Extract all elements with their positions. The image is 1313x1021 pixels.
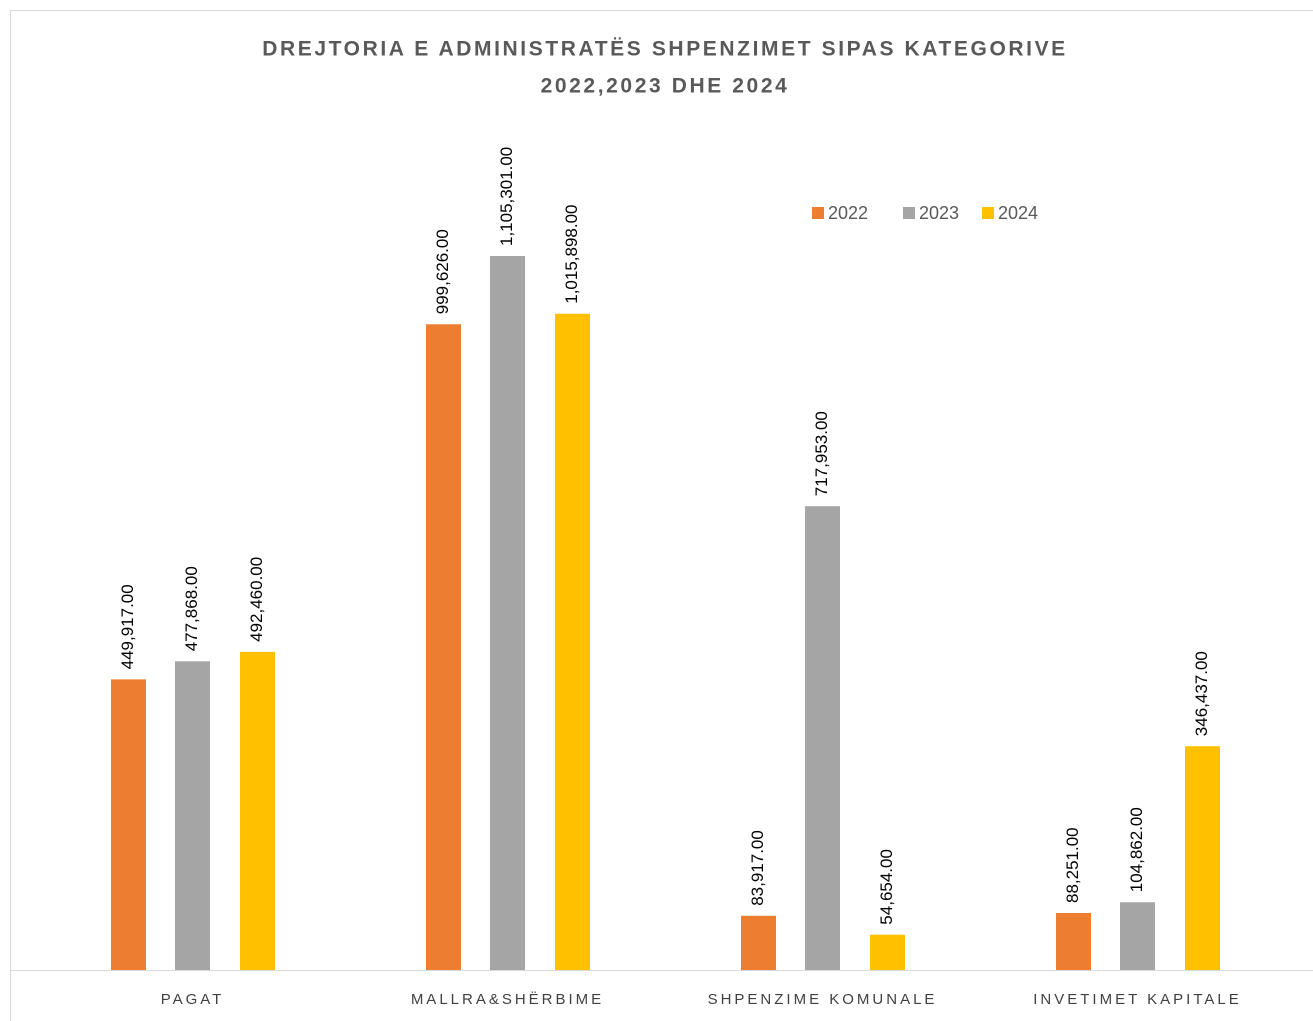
x-tick-label: INVETIMET KAPITALE xyxy=(1033,991,1241,1008)
bar xyxy=(111,679,146,970)
legend-swatch xyxy=(903,207,915,219)
data-label: 83,917.00 xyxy=(748,830,767,906)
data-label: 88,251.00 xyxy=(1063,827,1082,903)
x-tick-label: MALLRA&SHËRBIME xyxy=(411,991,604,1008)
legend-label: 2023 xyxy=(919,203,959,223)
bar xyxy=(1056,912,1091,970)
data-label: 717,953.00 xyxy=(812,411,831,496)
data-label: 1,015,898.00 xyxy=(562,204,581,303)
data-label: 346,437.00 xyxy=(1192,651,1211,736)
data-label: 492,460.00 xyxy=(247,557,266,642)
bar xyxy=(490,256,525,970)
legend-swatch xyxy=(982,207,994,219)
data-label: 999,626.00 xyxy=(433,229,452,314)
bar xyxy=(1185,746,1220,970)
legend-swatch xyxy=(812,207,824,219)
x-tick-label: SHPENZIME KOMUNALE xyxy=(708,991,938,1008)
chart-frame xyxy=(10,10,1313,1021)
bar xyxy=(741,915,776,970)
bar xyxy=(1120,902,1155,970)
legend-label: 2024 xyxy=(998,203,1038,223)
x-tick-label: PAGAT xyxy=(161,991,225,1008)
bar xyxy=(175,661,210,970)
data-label: 104,862.00 xyxy=(1127,807,1146,892)
bar xyxy=(805,506,840,970)
data-label: 1,105,301.00 xyxy=(497,147,516,246)
bar xyxy=(240,651,275,970)
chart-title: 2022,2023 DHE 2024 xyxy=(541,75,790,98)
bar xyxy=(555,313,590,971)
data-label: 449,917.00 xyxy=(118,584,137,669)
legend-label: 2022 xyxy=(828,203,868,223)
data-label: 477,868.00 xyxy=(182,566,201,651)
data-label: 54,654.00 xyxy=(877,849,896,925)
bar xyxy=(426,324,461,971)
bar xyxy=(870,934,905,970)
chart-title: DREJTORIA E ADMINISTRATËS SHPENZIMET SIP… xyxy=(262,38,1068,61)
